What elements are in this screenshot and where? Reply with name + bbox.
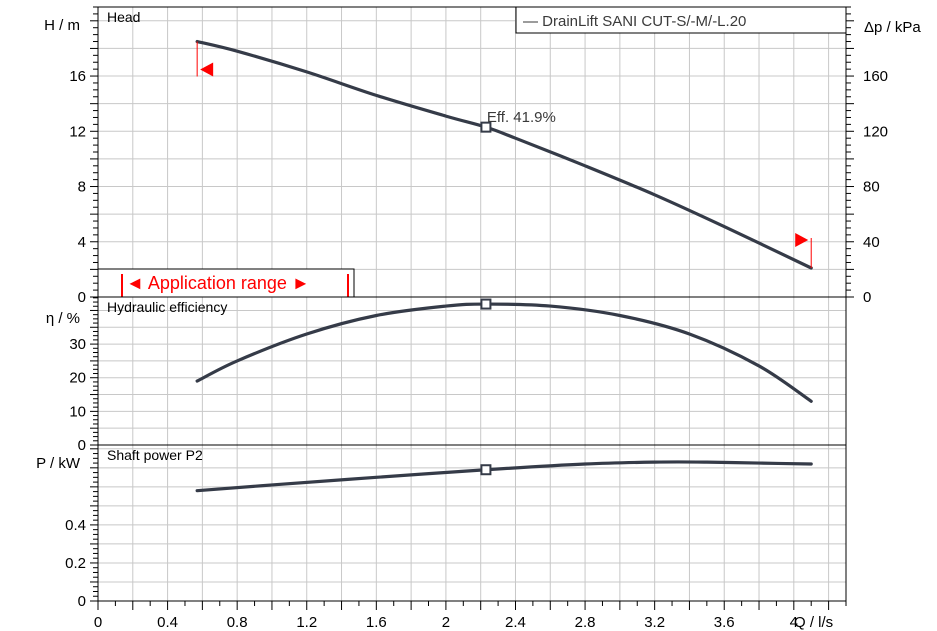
x-tick-label: 3.2 [644,614,665,631]
y-tick-label: 0 [78,593,86,610]
x-tick-label: 2.4 [505,614,526,631]
x-tick-label: 1.6 [366,614,387,631]
right-tick-label: 80 [863,179,880,196]
right-tick-label: 120 [863,123,888,140]
y-tick-label: 4 [78,234,86,251]
panel-title: Shaft power P2 [107,447,203,463]
y-tick-label: 0 [78,289,86,306]
x-tick-label: 0 [94,614,102,631]
curve-layer [195,39,813,493]
right-tick-label: 40 [863,234,880,251]
y-tick-label: 0.4 [65,517,86,534]
legend-entry: — DrainLift SANI CUT-S/-M/-L.20 [523,13,746,30]
y-tick-label: 16 [69,68,86,85]
x-tick-label: 4 [790,614,798,631]
panel-frame [97,444,847,602]
panel-frame [97,296,847,446]
y-tick-label: 20 [69,370,86,387]
panel-title: Hydraulic efficiency [107,299,227,315]
series-line [195,302,813,403]
right-tick-label: 0 [863,289,871,306]
y-tick-label: 10 [69,403,86,420]
legend-box [515,6,847,34]
operating-point-marker [480,464,492,476]
y-tick-label: 0 [78,437,86,454]
x-tick-label: 2 [442,614,450,631]
panel-title: Head [107,9,140,25]
range-start-flag [200,62,214,77]
right-axis-label: Δp / kPa [864,19,921,36]
y-axis-label: H / m [44,17,80,34]
application-range-label: ◄ Application range ► [126,273,310,293]
y-tick-label: 12 [69,123,86,140]
x-tick-label: 3.6 [714,614,735,631]
y-tick-label: 8 [78,179,86,196]
y-tick-label: 30 [69,336,86,353]
operating-point-marker [480,298,492,310]
series-line [195,460,813,493]
frame-layer [90,6,854,610]
x-axis-label: Q / l/s [794,614,833,631]
right-tick-label: 160 [863,68,888,85]
efficiency-annotation: Eff. 41.9% [487,109,556,126]
y-axis-label: η / % [46,310,80,327]
x-tick-label: 2.8 [575,614,596,631]
x-tick-label: 0.4 [157,614,178,631]
operating-point-marker [480,121,492,133]
y-axis-label: P / kW [36,455,81,472]
y-tick-label: 0.2 [65,555,86,572]
range-end-flag [795,233,809,247]
series-line [195,39,813,270]
application-range-box [97,268,355,298]
x-tick-label: 0.8 [227,614,248,631]
x-tick-label: 1.2 [296,614,317,631]
panel-frame [97,6,847,298]
